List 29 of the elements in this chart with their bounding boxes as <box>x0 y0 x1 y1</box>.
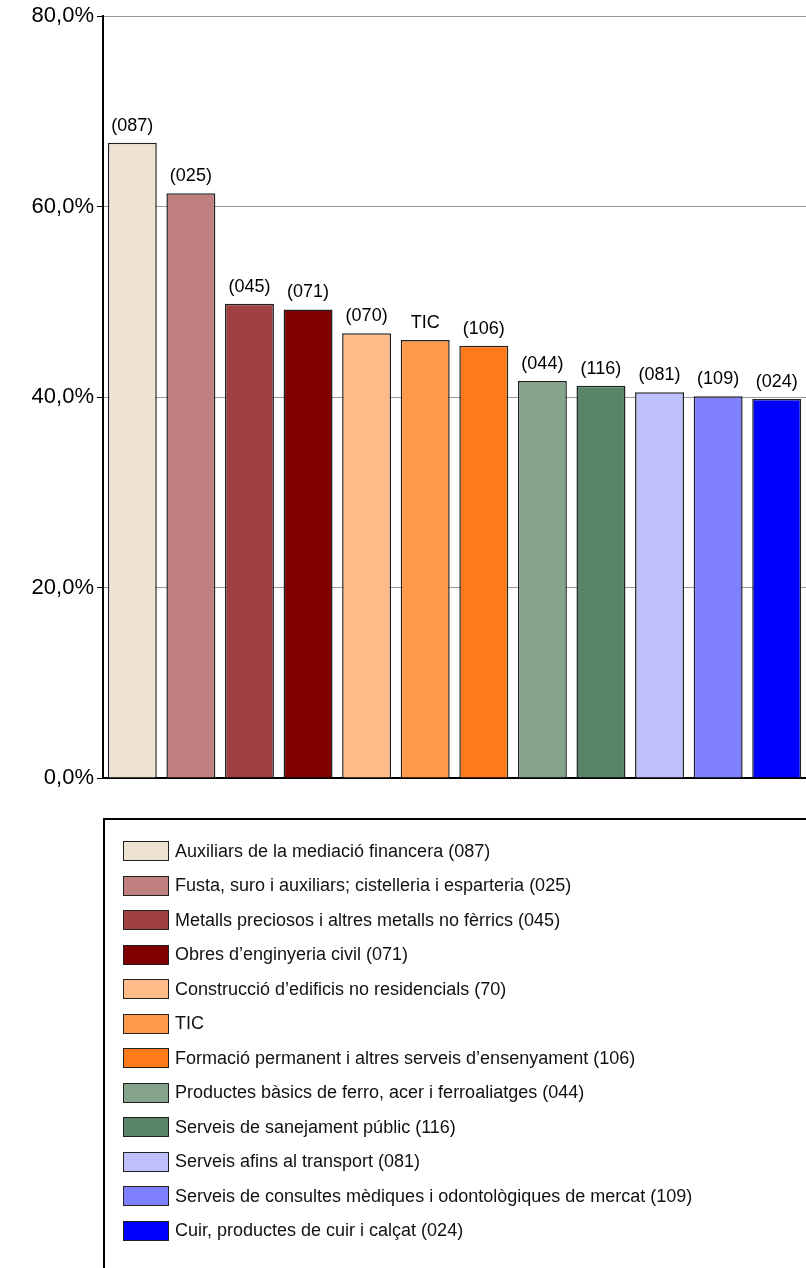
annotation: (087) <box>111 114 154 135</box>
annotation: (071) <box>287 281 330 302</box>
y-tick-label: 60,0% <box>31 192 94 218</box>
annotation: (070) <box>345 305 388 326</box>
legend-label: Construcció d’edificis no residencials (70) <box>175 978 507 1000</box>
annotation: TIC <box>410 311 440 332</box>
legend-label: Formació permanent i altres serveis d’ensenyament (106) <box>175 1047 636 1069</box>
y-tick-label: 40,0% <box>31 383 94 409</box>
legend-label: Auxiliars de la mediació financera (087) <box>175 840 491 862</box>
annotation: (045) <box>228 275 271 296</box>
legend-label: TIC <box>175 1013 204 1035</box>
legend-label: Serveis de sanejament públic (116) <box>175 1116 456 1138</box>
legend-label: Serveis afins al transport (081) <box>175 1151 421 1173</box>
y-tick-label: 80,0% <box>31 2 94 28</box>
legend-label: Metalls preciosos i altres metalls no fèrrics (045) <box>175 909 561 931</box>
annotation: (106) <box>462 317 505 338</box>
legend-label: Obres d’enginyeria civil (071) <box>175 944 409 966</box>
annotation: (116) <box>580 357 622 378</box>
annotation: (025) <box>169 165 212 186</box>
y-tick-label: 0,0% <box>43 764 94 790</box>
annotation: (081) <box>638 364 681 385</box>
annotation: (044) <box>521 352 564 373</box>
annotation: (024) <box>755 370 798 391</box>
legend-label: Cuir, productes de cuir i calçat (024) <box>175 1220 464 1242</box>
y-tick-label: 20,0% <box>31 573 94 599</box>
legend-label: Fusta, suro i auxiliars; cistelleria i esparteria (025) <box>175 875 572 897</box>
annotation: (109) <box>697 368 740 389</box>
legend-label: Serveis de consultes mèdiques i odontològiques de mercat (109) <box>175 1185 693 1207</box>
legend-label: Productes bàsics de ferro, acer i ferroaliatges (044) <box>175 1082 585 1104</box>
